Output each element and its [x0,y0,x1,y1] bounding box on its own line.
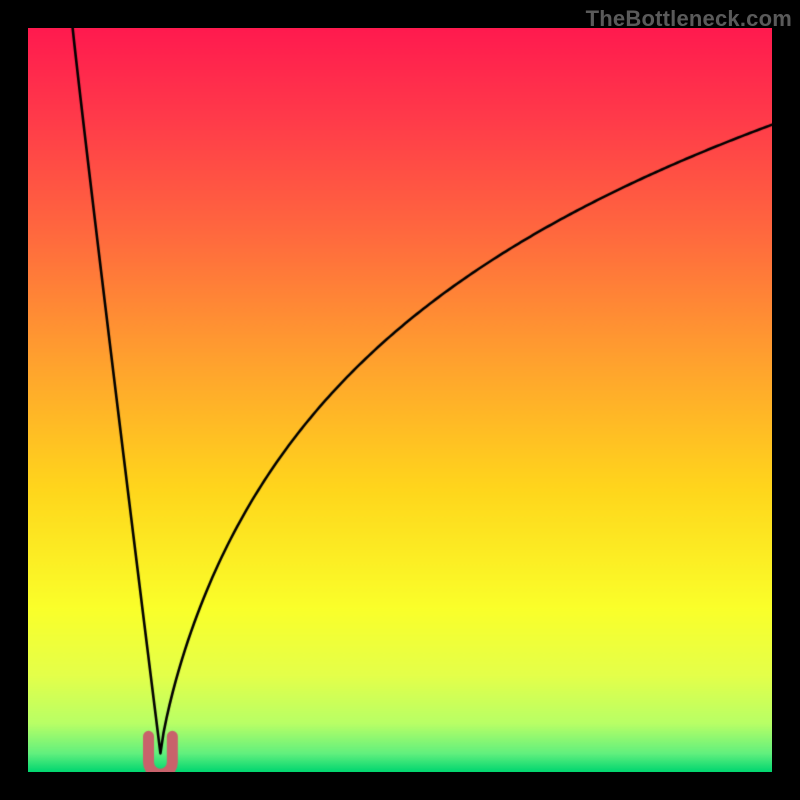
chart-stage: TheBottleneck.com [0,0,800,800]
bottleneck-curve [28,28,772,772]
plot-area [28,28,772,772]
watermark-text: TheBottleneck.com [586,6,792,32]
